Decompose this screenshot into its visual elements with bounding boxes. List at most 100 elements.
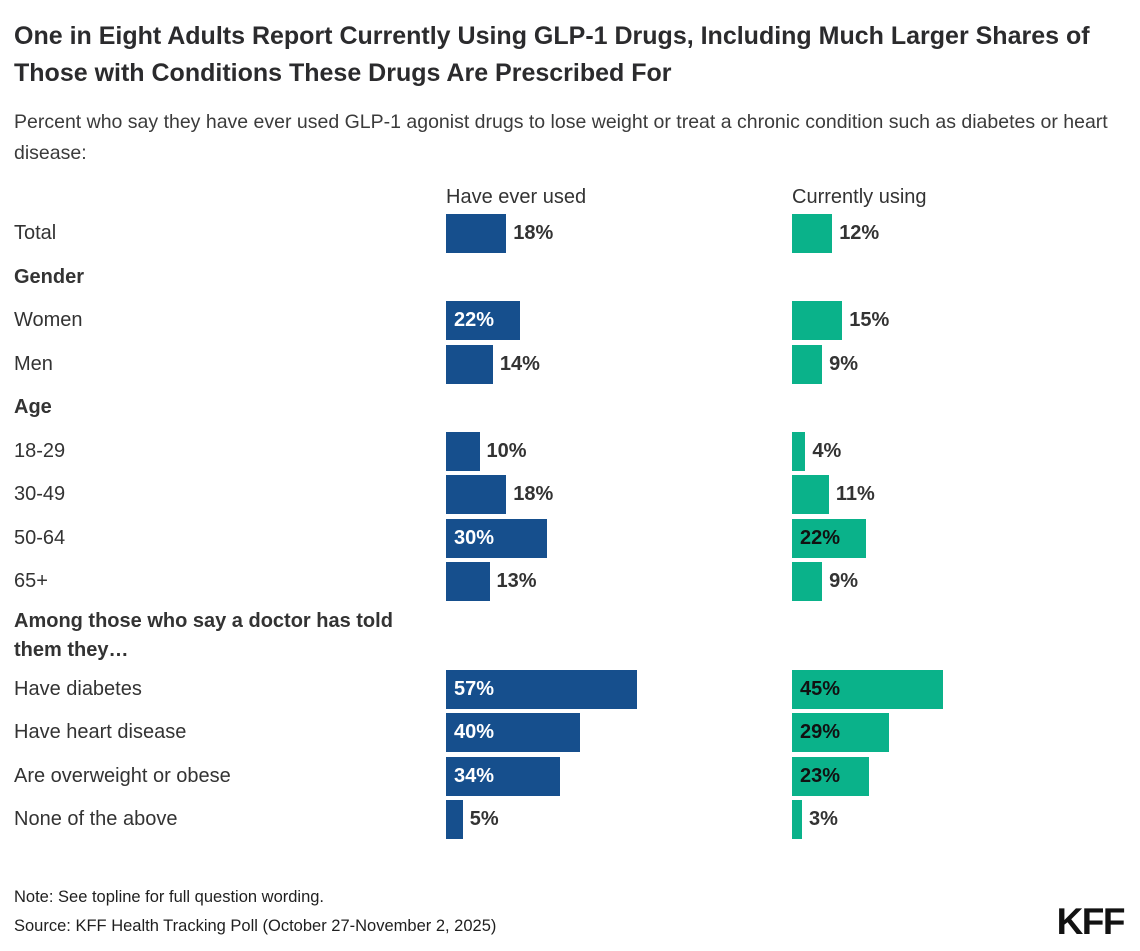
bar-currently-using (792, 475, 829, 515)
category-label: 50-64 (14, 526, 66, 549)
category-label: Men (14, 352, 53, 375)
chart-row: 18-29 10% 4% (14, 430, 1126, 474)
bar-cell-currently-using: 9% (792, 562, 1138, 602)
bar-cell-currently-using: 12% (792, 214, 1138, 254)
value-label: 10% (486, 439, 527, 462)
bar-have-ever-used: 22% (446, 301, 520, 341)
bar-currently-using (792, 800, 803, 840)
value-label: 40% (454, 721, 495, 744)
chart-row: Women 22% 15% (14, 299, 1126, 343)
chart-footer: Note: See topline for full question word… (14, 883, 1126, 942)
bar-cell-currently-using: 9% (792, 344, 1138, 384)
category-label: Have diabetes (14, 677, 142, 700)
category-label: Women (14, 309, 83, 332)
bar-chart: Have ever used Currently using Total 18% 1… (14, 178, 1126, 842)
bar-have-ever-used (446, 431, 480, 471)
bar-currently-using (792, 562, 823, 602)
chart-row: Men 14% 9% (14, 343, 1126, 387)
column-header-have-ever-used: Have ever used (446, 186, 587, 208)
value-label: 30% (454, 526, 495, 549)
bar-currently-using (792, 431, 806, 471)
value-label: 3% (809, 808, 838, 831)
note-text: Note: See topline for full question word… (14, 887, 325, 906)
section-label: Gender (14, 265, 85, 288)
bar-cell-currently-using: 29% (792, 713, 1138, 753)
page-title: One in Eight Adults Report Currently Usi… (14, 22, 1090, 87)
value-label: 18% (513, 222, 554, 245)
value-label: 12% (839, 222, 880, 245)
chart-row: Have diabetes 57% 45% (14, 668, 1126, 712)
value-label: 23% (800, 764, 841, 787)
bar-cell-have-ever-used: 30% (446, 518, 792, 558)
bar-have-ever-used: 34% (446, 756, 560, 796)
chart-rows: Total 18% 12% Gender Women 22% 15% Men 14% 9% Age 1… (14, 212, 1126, 842)
bar-cell-have-ever-used: 40% (446, 713, 792, 753)
bar-have-ever-used (446, 562, 490, 602)
bar-cell-have-ever-used: 22% (446, 301, 792, 341)
value-label: 11% (835, 483, 875, 506)
category-label: Have heart disease (14, 721, 187, 744)
chart-row: Are overweight or obese 34% 23% (14, 755, 1126, 799)
bar-have-ever-used: 40% (446, 713, 580, 753)
bar-cell-have-ever-used: 57% (446, 669, 792, 709)
value-label: 14% (499, 352, 540, 375)
bar-cell-have-ever-used: 34% (446, 756, 792, 796)
bar-cell-currently-using: 45% (792, 669, 1138, 709)
bar-cell-have-ever-used: 5% (446, 800, 792, 840)
value-label: 5% (469, 808, 499, 831)
bar-have-ever-used (446, 475, 507, 515)
bar-cell-currently-using: 15% (792, 301, 1138, 341)
bar-cell-have-ever-used: 10% (446, 431, 792, 471)
bar-cell-currently-using: 11% (792, 475, 1138, 515)
bar-cell-have-ever-used: 18% (446, 214, 792, 254)
bar-cell-currently-using: 23% (792, 756, 1138, 796)
bar-cell-currently-using: 22% (792, 518, 1138, 558)
column-headers: Have ever used Currently using (14, 178, 1126, 212)
chart-row: Total 18% 12% (14, 212, 1126, 256)
value-label: 13% (496, 570, 537, 593)
value-label: 34% (454, 764, 495, 787)
category-label: 18-29 (14, 439, 66, 462)
bar-currently-using: 45% (792, 669, 943, 709)
chart-row: Have heart disease 40% 29% (14, 711, 1126, 755)
bar-cell-have-ever-used: 13% (446, 562, 792, 602)
value-label: 57% (454, 677, 495, 700)
value-label: 9% (829, 570, 859, 593)
category-label: 30-49 (14, 483, 66, 506)
value-label: 9% (829, 352, 859, 375)
bar-currently-using: 29% (792, 713, 890, 753)
bar-have-ever-used: 30% (446, 518, 547, 558)
bar-have-ever-used: 57% (446, 669, 637, 709)
chart-row: 65+ 13% 9% (14, 560, 1126, 604)
chart-row: 50-64 30% 22% (14, 517, 1126, 561)
value-label: 45% (800, 677, 841, 700)
bar-have-ever-used (446, 800, 463, 840)
bar-have-ever-used (446, 214, 507, 254)
bar-currently-using: 22% (792, 518, 866, 558)
chart-row: 30-49 18% 11% (14, 473, 1126, 517)
value-label: 29% (800, 721, 841, 744)
section-row: Gender (14, 256, 1126, 300)
value-label: 4% (812, 439, 842, 462)
section-row: Among those who say a doctor has told th… (14, 604, 1126, 668)
bar-cell-have-ever-used: 14% (446, 344, 792, 384)
section-label: Age (14, 396, 52, 419)
category-label: 65+ (14, 570, 48, 593)
column-header-currently-using: Currently using (792, 186, 927, 208)
chart-row: None of the above 5% 3% (14, 798, 1126, 842)
kff-logo: KFF (1056, 900, 1126, 942)
bar-cell-have-ever-used: 18% (446, 475, 792, 515)
bar-have-ever-used (446, 344, 493, 384)
category-label: Are overweight or obese (14, 764, 231, 787)
bar-currently-using (792, 344, 823, 384)
value-label: 22% (800, 526, 841, 549)
category-label: Total (14, 222, 57, 245)
bar-cell-currently-using: 4% (792, 431, 1138, 471)
value-label: 18% (513, 483, 554, 506)
section-row: Age (14, 386, 1126, 430)
category-label: None of the above (14, 808, 178, 831)
value-label: 15% (849, 309, 890, 332)
chart-subtitle: Percent who say they have ever used GLP-… (14, 111, 1108, 164)
value-label: 22% (454, 309, 495, 332)
